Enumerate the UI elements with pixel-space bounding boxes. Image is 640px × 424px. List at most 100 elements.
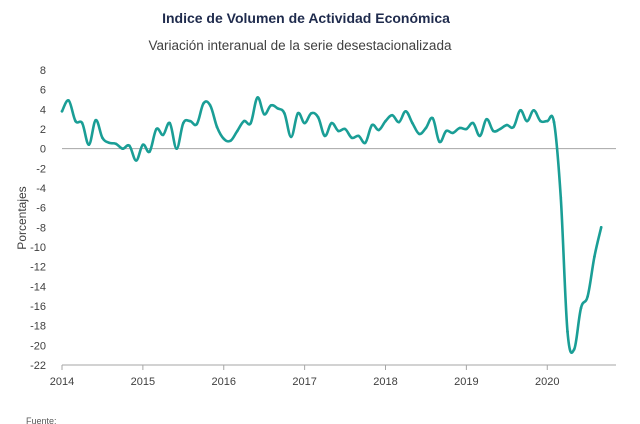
data-point — [559, 196, 563, 200]
data-point — [323, 134, 327, 138]
chart-title: Indice de Volumen de Actividad Económica — [162, 10, 450, 26]
data-point — [566, 330, 569, 333]
data-point — [148, 150, 151, 153]
data-point — [87, 143, 91, 146]
data-point — [377, 128, 381, 132]
y-tick-label: -12 — [30, 262, 46, 274]
data-point — [269, 104, 273, 107]
data-point — [296, 112, 300, 115]
y-axis-label: Porcentajes — [15, 186, 29, 249]
y-tick-label: 8 — [40, 65, 46, 77]
y-tick-label: -8 — [36, 222, 46, 234]
data-point — [262, 113, 266, 116]
data-point — [188, 119, 192, 123]
data-point — [485, 117, 488, 121]
y-tick-label: -6 — [36, 203, 46, 215]
data-point — [283, 112, 286, 115]
data-point — [498, 127, 502, 131]
data-point — [229, 139, 232, 143]
data-point — [208, 104, 212, 107]
data-point — [195, 122, 199, 126]
data-point — [161, 133, 165, 137]
data-point — [276, 107, 280, 110]
data-point — [417, 132, 421, 136]
y-tick-label: 2 — [40, 124, 46, 136]
y-tick-label: -22 — [30, 360, 46, 372]
data-point — [114, 142, 118, 146]
data-point — [424, 126, 428, 130]
y-axis: 8 6 4 2 0 -2 -4 -6 -8 -10 -12 -14 -16 -18 -20 -22 — [30, 65, 46, 372]
data-point — [451, 131, 455, 135]
data-point — [572, 348, 576, 351]
data-point — [492, 129, 495, 133]
data-point — [256, 96, 259, 99]
series-layer — [60, 96, 603, 355]
y-tick-label: 6 — [40, 85, 46, 97]
y-tick-label: -4 — [36, 183, 46, 195]
data-point — [444, 129, 448, 133]
data-point — [316, 115, 320, 119]
data-point — [579, 306, 583, 310]
data-point — [384, 119, 387, 123]
x-tick-label: 2020 — [535, 376, 559, 388]
data-point — [546, 119, 549, 123]
data-point — [337, 129, 340, 133]
x-tick-label: 2019 — [454, 376, 478, 388]
data-point — [519, 109, 522, 112]
y-tick-label: -2 — [36, 163, 46, 175]
y-tick-label: -18 — [30, 321, 46, 333]
data-point — [215, 125, 219, 129]
data-point — [512, 125, 515, 129]
data-point — [67, 99, 70, 102]
data-point — [465, 127, 468, 131]
data-point — [182, 121, 185, 125]
data-point — [175, 147, 178, 150]
data-point — [236, 129, 239, 133]
data-point — [289, 135, 293, 139]
data-point — [370, 123, 374, 127]
data-point — [202, 102, 205, 105]
data-point — [303, 121, 306, 125]
x-axis: 2014 2015 2016 2017 2018 2019 2020 — [50, 365, 559, 388]
data-point — [397, 120, 401, 124]
data-point — [249, 121, 252, 125]
y-tick-label: -10 — [30, 242, 46, 254]
data-point — [222, 137, 226, 141]
data-point — [411, 121, 414, 125]
data-point — [438, 140, 441, 144]
y-tick-label: -16 — [30, 301, 46, 313]
data-point — [478, 134, 482, 138]
data-point — [350, 136, 354, 140]
data-point — [94, 118, 97, 122]
data-point — [593, 255, 596, 259]
data-point — [390, 113, 394, 117]
source-footnote: Fuente: — [26, 416, 57, 424]
data-point — [539, 119, 542, 123]
data-point — [364, 141, 367, 145]
data-point — [552, 120, 556, 124]
data-point — [310, 112, 313, 115]
y-tick-label: -14 — [30, 281, 46, 293]
data-point — [134, 159, 138, 162]
chart-subtitle: Variación interanual de la serie desesta… — [149, 38, 452, 53]
data-point — [471, 121, 475, 125]
data-point — [525, 119, 529, 123]
data-point — [155, 127, 158, 131]
y-tick-label: -20 — [30, 340, 46, 352]
y-tick-label: 4 — [40, 104, 46, 116]
data-point — [431, 116, 435, 120]
x-tick-label: 2016 — [212, 376, 236, 388]
x-tick-label: 2017 — [292, 376, 316, 388]
x-tick-label: 2018 — [373, 376, 397, 388]
data-point — [343, 127, 347, 131]
data-point — [586, 294, 589, 298]
data-point — [74, 119, 77, 123]
data-point — [532, 109, 535, 112]
data-point — [242, 119, 246, 123]
data-point — [60, 110, 64, 113]
series-line — [60, 96, 603, 355]
data-point — [599, 226, 603, 229]
data-point — [101, 136, 104, 140]
data-point — [141, 143, 145, 146]
y-tick-label: 0 — [40, 144, 46, 156]
